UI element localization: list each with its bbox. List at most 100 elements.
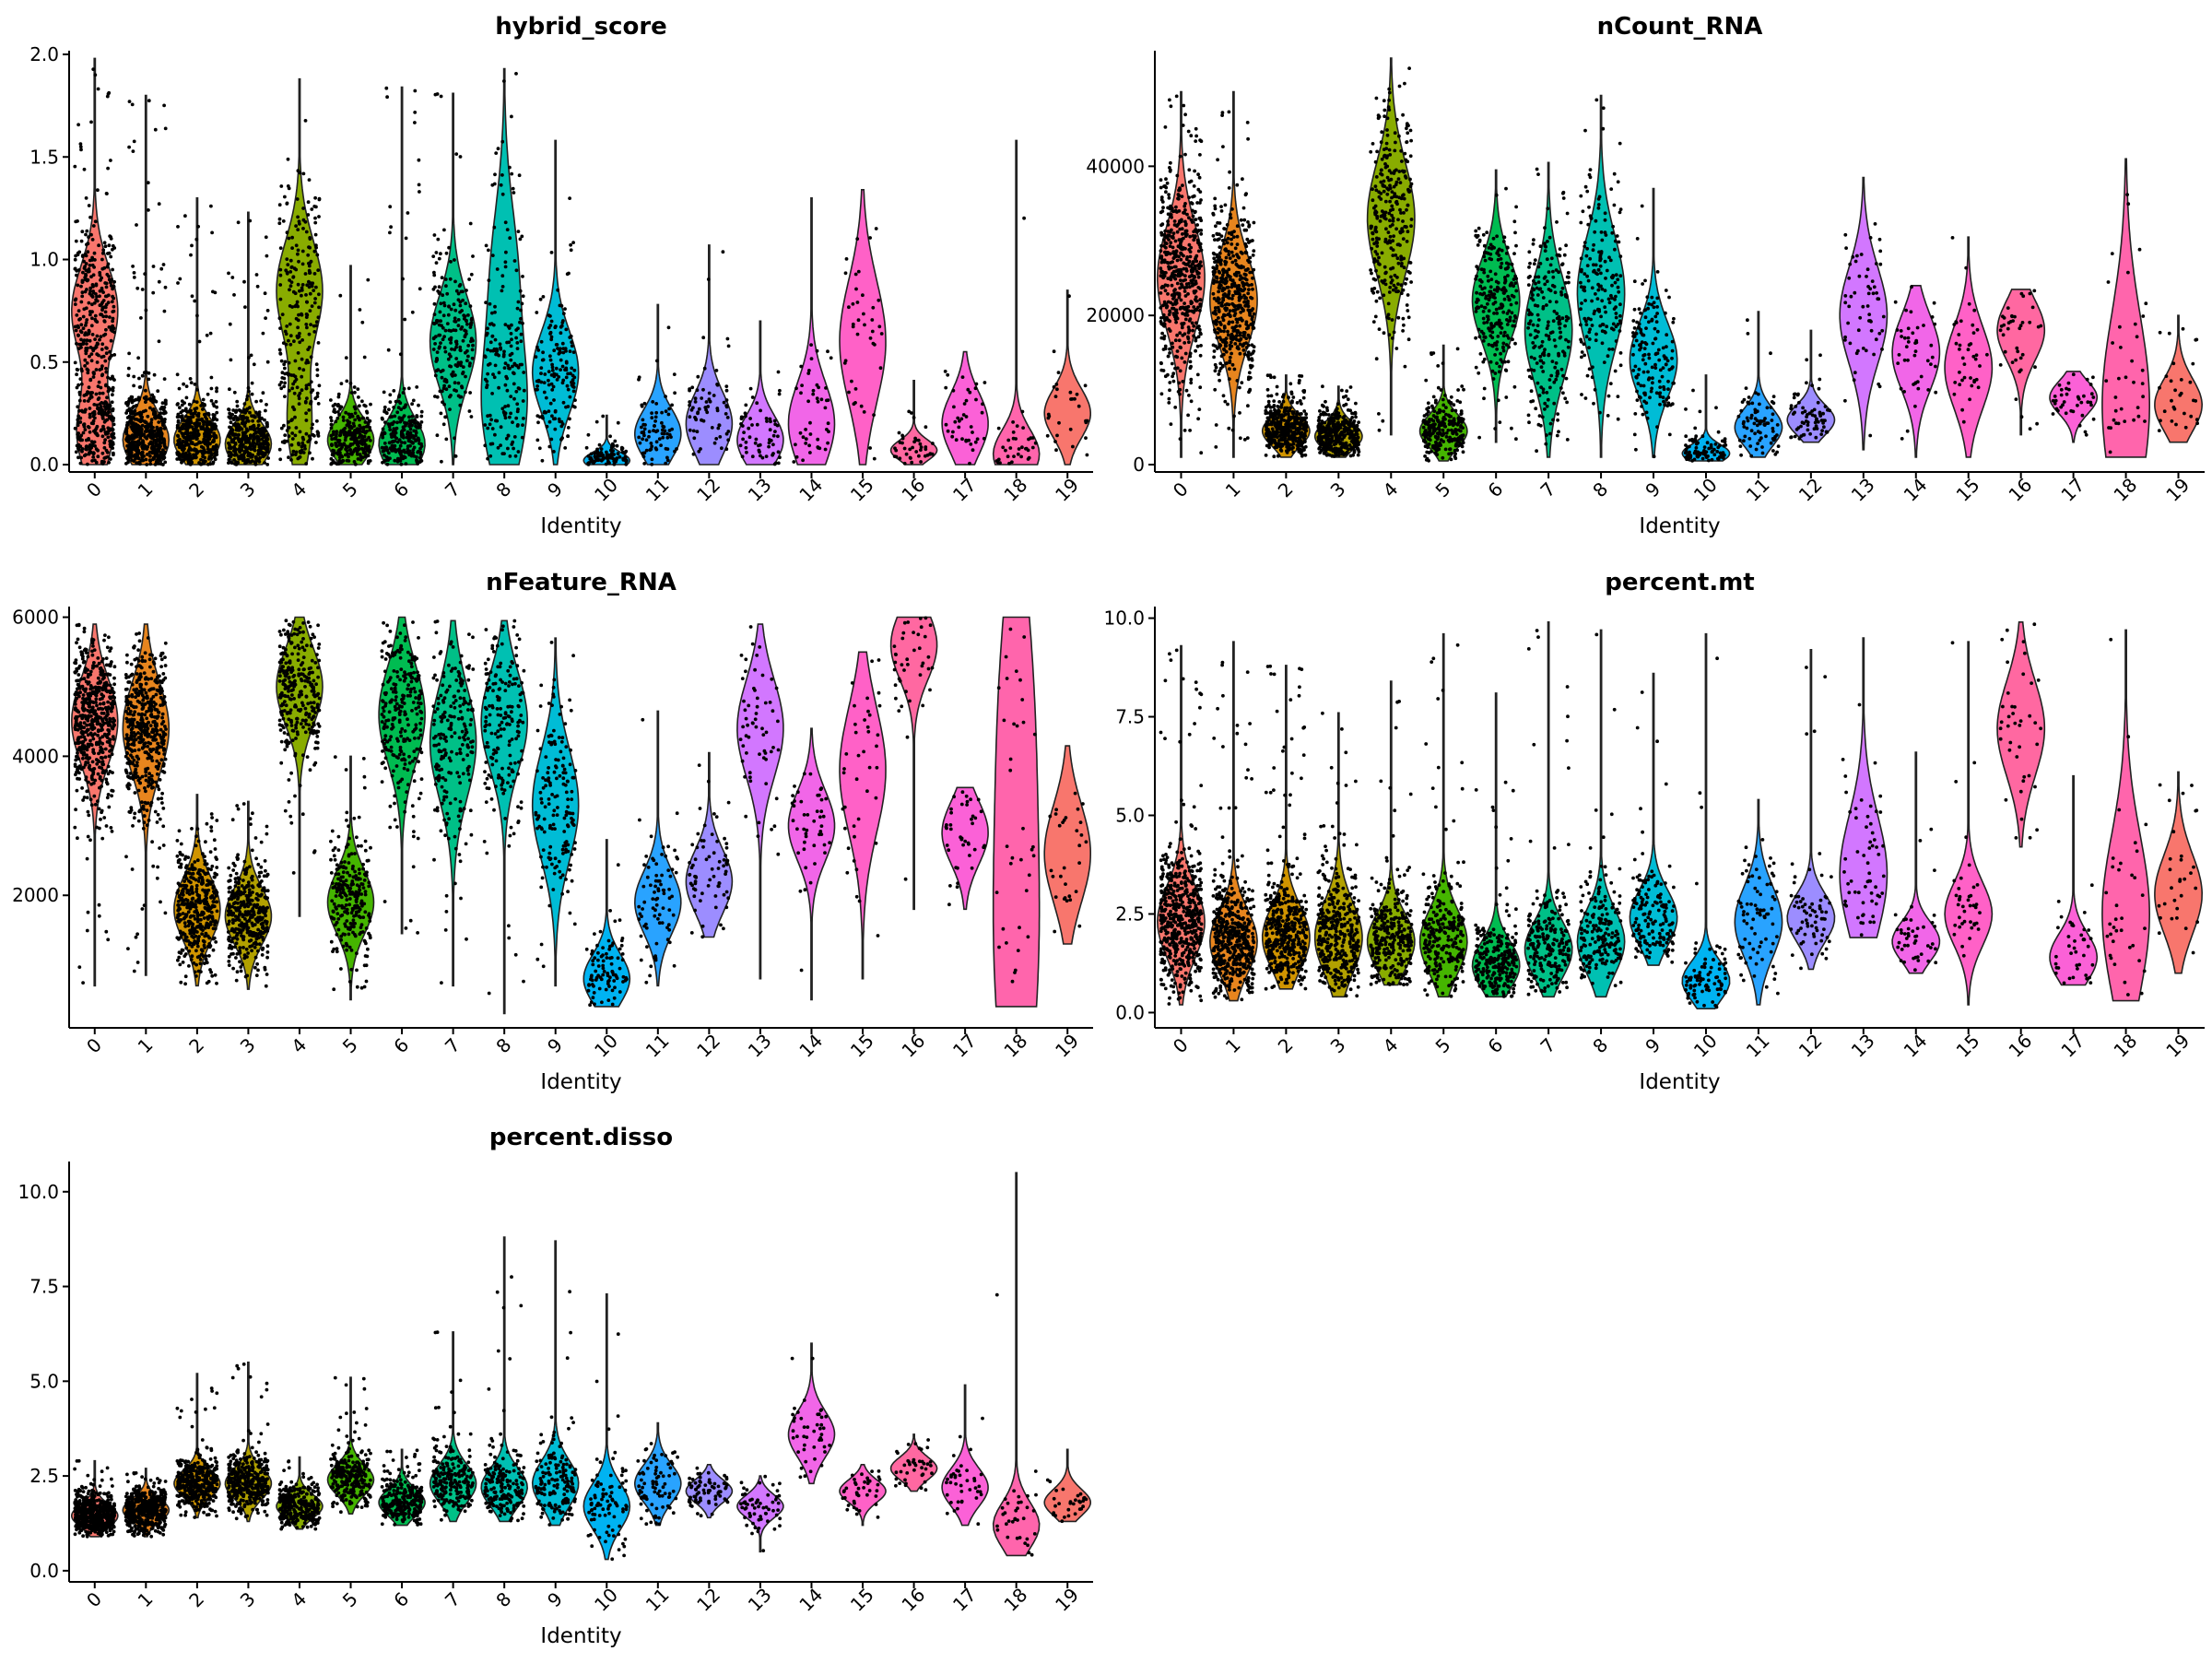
data-point [650, 463, 653, 466]
data-point [651, 457, 654, 461]
data-point [535, 346, 539, 349]
data-point [100, 413, 104, 417]
data-point [1168, 381, 1171, 384]
data-point [332, 410, 335, 414]
data-point [765, 454, 769, 458]
data-point [1190, 301, 1194, 305]
data-point [1194, 228, 1197, 231]
data-point [133, 276, 136, 279]
x-tick-label: 6 [389, 478, 413, 501]
data-point [99, 289, 102, 293]
data-point [911, 446, 914, 450]
data-point [93, 441, 97, 444]
data-point [1224, 270, 1228, 274]
data-point [298, 219, 301, 223]
data-point [82, 326, 86, 330]
data-point [78, 399, 82, 403]
data-point [339, 461, 343, 465]
data-point [1232, 329, 1236, 333]
data-point [804, 428, 807, 431]
data-point [303, 447, 307, 451]
data-point [566, 434, 570, 438]
data-point [232, 449, 236, 453]
data-point [491, 335, 495, 338]
data-point [1230, 230, 1234, 234]
data-point [103, 241, 107, 244]
data-point [431, 254, 435, 258]
data-point [1173, 367, 1177, 371]
data-point [90, 395, 94, 399]
data-point [311, 427, 314, 430]
data-point [720, 446, 724, 450]
data-point [80, 409, 84, 413]
data-point [1239, 436, 1242, 440]
data-point [289, 265, 293, 269]
data-point [418, 190, 421, 194]
data-point [346, 419, 349, 422]
data-point [301, 283, 305, 287]
data-point [494, 419, 498, 423]
data-point [195, 314, 199, 318]
data-point [643, 423, 647, 427]
data-point [1167, 265, 1171, 268]
data-point [201, 452, 205, 455]
data-point [101, 434, 105, 438]
data-point [1227, 296, 1230, 300]
data-point [861, 293, 865, 297]
data-point [1196, 345, 1200, 348]
data-point [145, 458, 148, 462]
data-point [301, 250, 305, 254]
data-point [1022, 217, 1026, 220]
data-point [665, 432, 669, 436]
data-point [1181, 227, 1184, 230]
data-point [517, 301, 521, 304]
data-point [228, 458, 231, 462]
data-point [611, 456, 615, 460]
data-point [348, 448, 352, 452]
data-point [297, 313, 300, 317]
data-point [443, 346, 447, 349]
data-point [161, 448, 165, 452]
data-point [893, 454, 897, 458]
data-point [330, 437, 334, 441]
data-point [85, 349, 88, 353]
data-point [265, 463, 269, 466]
x-tick-label: 9 [1641, 478, 1665, 501]
data-point [810, 357, 814, 360]
data-point [91, 285, 95, 289]
data-point [491, 442, 495, 446]
data-point [288, 187, 291, 191]
x-tick-label: 4 [287, 478, 311, 501]
data-point [437, 334, 441, 337]
data-point [237, 220, 241, 224]
data-point [1227, 237, 1230, 241]
data-point [493, 305, 497, 309]
data-point [673, 391, 677, 395]
data-point [247, 419, 251, 423]
data-point [469, 222, 473, 226]
data-point [284, 268, 288, 272]
data-point [952, 406, 956, 409]
data-point [188, 403, 192, 407]
data-point [1231, 294, 1235, 298]
data-point [499, 348, 502, 351]
data-point [76, 123, 80, 126]
data-point [1219, 338, 1223, 342]
data-point [826, 349, 830, 353]
data-point [454, 152, 458, 156]
data-point [296, 228, 300, 231]
data-point [827, 421, 830, 425]
x-tick-label: 3 [1326, 478, 1350, 501]
data-point [641, 419, 645, 422]
data-point [85, 306, 88, 310]
data-point [1189, 255, 1193, 259]
data-point [304, 462, 308, 466]
data-point [1252, 254, 1255, 257]
data-point [1223, 326, 1227, 330]
data-point [1218, 370, 1221, 373]
data-point [639, 442, 642, 445]
data-point [331, 449, 335, 453]
data-point [289, 284, 293, 288]
data-point [1164, 186, 1168, 190]
